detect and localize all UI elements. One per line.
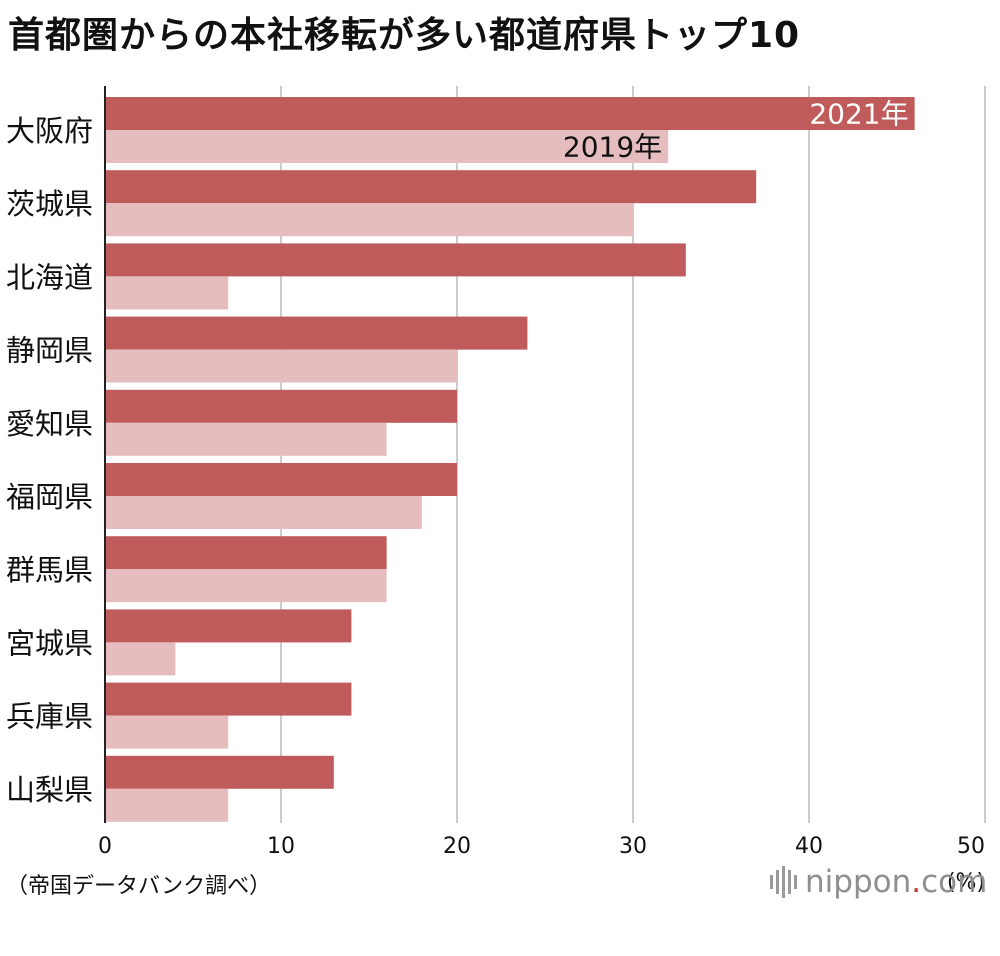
brand-text: nippon.com xyxy=(805,864,987,900)
bar-2019 xyxy=(105,130,669,163)
bar-2019 xyxy=(105,422,387,456)
category-label: 兵庫県 xyxy=(6,700,93,734)
brand-logo: nippon.com xyxy=(770,862,987,902)
category-label: 茨城県 xyxy=(6,187,93,221)
bar-2019 xyxy=(105,496,422,529)
brand-dot: . xyxy=(911,864,922,900)
bar-2021 xyxy=(105,536,387,570)
x-tick-label: 0 xyxy=(98,834,112,859)
bar-2019 xyxy=(105,642,176,676)
bar-2021 xyxy=(105,243,686,277)
category-label: 愛知県 xyxy=(6,407,93,441)
brand-name: nippon xyxy=(805,864,912,900)
x-tick-label: 30 xyxy=(619,834,647,859)
bar-2019 xyxy=(105,569,387,603)
x-tick-label: 20 xyxy=(443,834,471,859)
x-axis: 0 10 20 30 40 50 (%) xyxy=(98,86,985,895)
category-label: 宮城県 xyxy=(6,626,93,660)
brand-domain: com xyxy=(921,864,988,900)
series-label: 2021年 xyxy=(809,98,908,131)
bar-chart: 2021年 2019年 大阪府茨城県北海道静岡県愛知県福岡県群馬県宮城県兵庫県山梨県… xyxy=(6,86,986,895)
bar-2021 xyxy=(105,97,915,130)
bar-2021 xyxy=(105,316,528,350)
source-note: （帝国データバンク調べ） xyxy=(6,874,272,899)
bar-2019 xyxy=(105,715,229,749)
bar-2019 xyxy=(105,203,633,237)
x-tick-label: 10 xyxy=(267,834,295,859)
bar-2021 xyxy=(105,682,352,716)
category-label: 北海道 xyxy=(6,260,93,294)
bars xyxy=(105,97,915,822)
bar-2021 xyxy=(105,170,757,204)
category-label: 静岡県 xyxy=(6,334,93,368)
chart-title: 首都圏からの本社移転が多い都道府県トップ10 xyxy=(8,15,801,56)
bar-2021 xyxy=(105,609,352,643)
category-label: 群馬県 xyxy=(6,553,93,587)
series-label: 2019年 xyxy=(563,131,662,164)
x-tick-label: 50 xyxy=(957,834,985,859)
bar-2019 xyxy=(105,788,229,822)
nippon-logo-bars-icon xyxy=(770,866,797,898)
category-label: 福岡県 xyxy=(6,480,93,514)
category-label: 山梨県 xyxy=(6,773,93,807)
bar-2021 xyxy=(105,755,334,789)
bar-2019 xyxy=(105,349,457,383)
bar-2019 xyxy=(105,276,229,310)
x-unit-label: (%) xyxy=(947,870,985,895)
x-tick-label: 40 xyxy=(795,834,823,859)
category-label: 大阪府 xyxy=(6,114,93,148)
bar-2021 xyxy=(105,389,457,423)
bar-2021 xyxy=(105,463,457,496)
